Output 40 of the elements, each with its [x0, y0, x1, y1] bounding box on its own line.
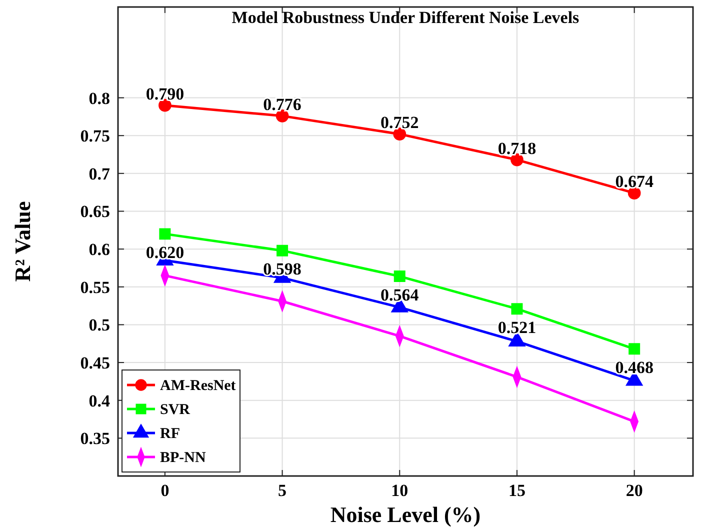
- y-tick-label: 0.45: [80, 354, 110, 373]
- point: [276, 244, 288, 256]
- data-label: 0.620: [146, 242, 184, 262]
- y-tick-label: 0.5: [88, 316, 110, 335]
- data-label: 0.674: [615, 172, 654, 192]
- y-tick-label: 0.35: [80, 429, 110, 448]
- y-axis-title: R² Value: [10, 200, 35, 282]
- x-tick-label: 10: [391, 481, 408, 500]
- y-tick-label: 0.6: [88, 240, 110, 260]
- legend-label: BP-NN: [160, 450, 206, 466]
- data-label: 0.752: [380, 113, 419, 132]
- x-axis-title: Noise Level (%): [330, 502, 481, 527]
- x-tick-label: 5: [278, 481, 287, 500]
- x-tick-label: 20: [626, 481, 643, 500]
- data-label: 0.564: [380, 285, 420, 304]
- data-label: 0.598: [263, 260, 302, 279]
- point: [159, 228, 171, 240]
- point: [393, 128, 406, 140]
- data-label: 0.468: [615, 358, 654, 377]
- y-tick-label: 0.75: [80, 126, 110, 146]
- data-label: 0.776: [263, 94, 302, 114]
- legend-label: SVR: [160, 402, 190, 418]
- y-tick-label: 0.65: [80, 202, 110, 222]
- legend-label: AM-ResNet: [160, 378, 236, 394]
- chart-title: Model Robustness Under Different Noise Levels: [232, 8, 580, 27]
- y-tick-label: 0.4: [88, 391, 110, 410]
- y-tick-label: 0.8: [88, 88, 110, 108]
- data-label: 0.718: [498, 138, 536, 158]
- point: [276, 110, 289, 122]
- point: [511, 303, 523, 315]
- data-label: 0.790: [146, 84, 184, 104]
- legend-label: RF: [160, 426, 180, 442]
- data-label: 0.521: [498, 318, 536, 337]
- y-tick-label: 0.7: [88, 164, 110, 184]
- point: [394, 270, 406, 282]
- y-tick-label: 0.55: [80, 278, 110, 297]
- point: [628, 186, 641, 200]
- x-tick-label: 0: [160, 481, 170, 500]
- x-tick-label: 15: [508, 481, 526, 500]
- point: [628, 343, 640, 355]
